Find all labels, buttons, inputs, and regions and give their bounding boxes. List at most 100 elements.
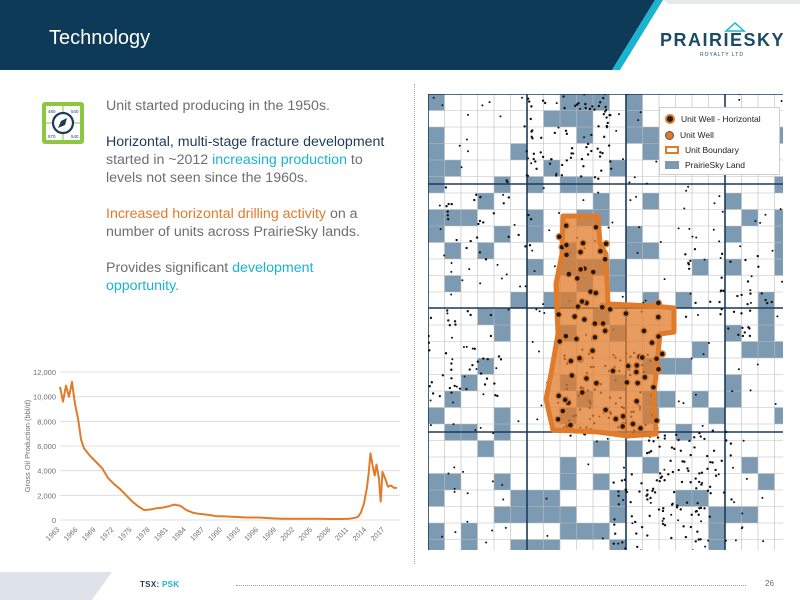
well-marker [580,157,584,161]
horizontal-well-marker [555,233,564,241]
horizontal-well-marker [609,367,617,375]
x-tick-label: 1975 [116,525,134,543]
well-marker [609,160,612,163]
bullet-4-text: Provides significant [106,260,233,276]
well-marker [465,387,468,391]
horizontal-well-marker [554,310,563,319]
well-marker [602,135,606,139]
y-tick-label: 2,000 [37,491,56,500]
well-marker [746,280,750,283]
well-marker [535,308,538,311]
well-marker [453,320,457,323]
well-marker [700,520,703,523]
horizontal-well-marker [568,371,576,380]
land-parcel [609,539,626,550]
horizontal-well-marker [652,416,661,425]
well-marker [706,467,709,471]
well-marker [538,310,541,313]
well-marker [548,162,552,165]
well-marker [617,494,620,497]
land-parcel [527,539,544,550]
well-marker [677,438,680,442]
well-marker [496,394,499,398]
horizontal-well-marker [592,223,600,231]
well-marker [504,526,507,529]
well-marker [496,263,499,266]
land-parcel [774,407,783,424]
well-marker [528,244,532,247]
well-marker [651,489,654,493]
well-marker [739,245,742,248]
land-parcel [444,473,461,490]
y-axis-label: Gross Oil Production (bbl/d) [23,399,32,492]
well-marker [481,221,485,224]
well-marker [771,249,774,252]
well-marker [531,137,534,140]
land-parcel [510,506,527,523]
well-marker [479,195,482,199]
well-marker [764,298,767,302]
well-marker [685,501,689,504]
well-marker [695,236,698,239]
horizontal-well-layer [554,221,666,433]
well-marker [450,202,453,206]
well-marker [445,309,449,312]
horizontal-well-marker [559,407,567,415]
well-marker [478,251,482,254]
well-marker [741,326,744,330]
x-tick-label: 1978 [134,525,152,543]
well-marker [529,218,533,221]
well-marker [432,96,435,99]
well-marker [454,531,457,534]
horizontal-well-marker [582,374,591,383]
well-marker [693,247,697,251]
well-marker [562,95,565,98]
well-marker [452,401,455,404]
well-marker [569,434,572,437]
well-marker [706,454,709,458]
well-marker [543,101,547,105]
unit-boundary-symbol [665,146,679,154]
land-parcel [461,539,478,550]
well-marker [719,290,722,293]
well-marker [606,121,609,125]
well-marker [524,245,527,248]
well-marker [458,144,461,147]
well-marker [662,517,665,520]
well-marker [729,442,733,445]
land-parcel [428,523,445,540]
well-marker [760,292,763,295]
well-marker [761,496,764,499]
horizontal-well-marker [567,357,575,365]
land-parcel [758,473,775,490]
well-marker [633,176,636,179]
land-parcel [692,490,709,507]
well-marker [489,334,493,338]
well-marker [572,152,575,155]
well-marker [624,488,627,491]
well-marker [583,136,586,139]
x-tick-label: 1987 [188,525,206,543]
well-marker [741,526,744,529]
well-marker [446,210,449,213]
well-marker [473,198,476,202]
well-marker [746,302,749,306]
well-marker [738,94,741,96]
land-parcel [593,473,610,490]
well-marker [491,480,494,483]
land-parcel [428,209,445,226]
horizontal-well-marker [562,241,571,249]
well-marker [677,519,680,522]
land-parcel [626,94,643,111]
land-parcel [642,193,659,210]
well-marker [623,478,627,482]
well-marker [611,221,614,224]
well-marker [479,282,482,285]
well-marker [553,265,556,268]
well-marker [725,539,728,542]
well-marker [663,479,666,482]
well-marker [613,532,617,535]
well-marker [593,176,597,179]
well-marker [696,314,699,317]
